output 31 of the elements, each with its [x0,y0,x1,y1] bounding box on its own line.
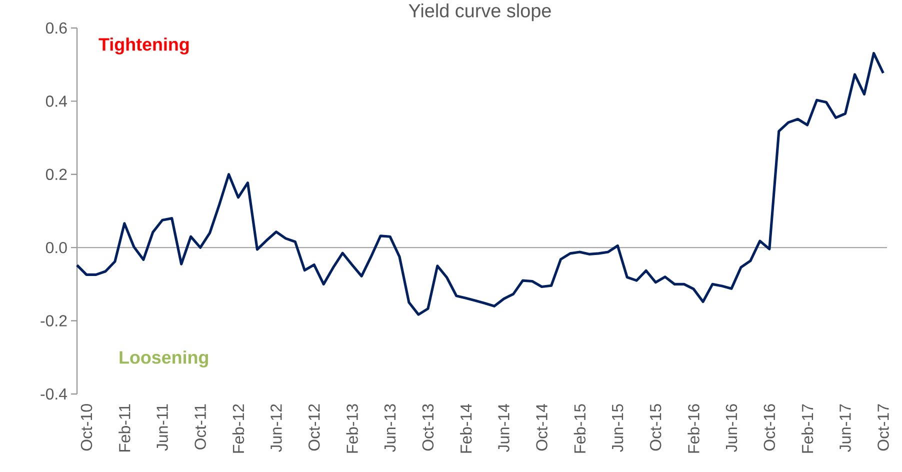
x-tick-label: Oct-16 [764,404,776,451]
x-tick-label: Oct-17 [878,404,889,451]
x-tick-label: Oct-10 [80,404,92,451]
y-tick-label: 0.4 [46,96,68,107]
y-tick-label: -0.4 [40,388,68,400]
x-tick-label: Jun-15 [612,404,624,452]
x-tick-label: Jun-12 [270,404,282,452]
x-tick-label: Jun-16 [726,404,738,452]
x-tick-label: Feb-13 [346,404,358,453]
x-tick-label: Feb-15 [574,404,586,453]
x-tick-label: Oct-15 [650,404,662,451]
y-tick-label: 0.0 [46,242,67,254]
x-tick-label: Oct-11 [194,404,206,450]
x-tick-label: Feb-16 [688,404,700,453]
chart-title: Yield curve slope [408,4,551,22]
x-tick-label: Oct-14 [536,404,548,451]
x-tick-label: Feb-17 [801,404,814,453]
x-tick-label: Oct-12 [308,404,320,451]
x-tick-label: Oct-13 [422,404,434,451]
y-tick-label: -0.2 [40,315,67,326]
x-tick-label: Jun-14 [498,404,510,452]
y-tick-label: 0.6 [46,22,67,34]
annotation: Tightening [98,38,189,54]
x-tick-label: Feb-11 [118,404,130,452]
x-tick-label: Jun-17 [840,404,851,452]
x-tick-label: Feb-14 [460,404,472,453]
annotation: Loosening [120,350,208,368]
y-tick-label: 0.2 [46,168,67,180]
x-tick-label: Jun-13 [384,404,396,452]
x-tick-label: Jun-11 [156,404,168,451]
x-tick-label: Feb-12 [232,404,244,453]
